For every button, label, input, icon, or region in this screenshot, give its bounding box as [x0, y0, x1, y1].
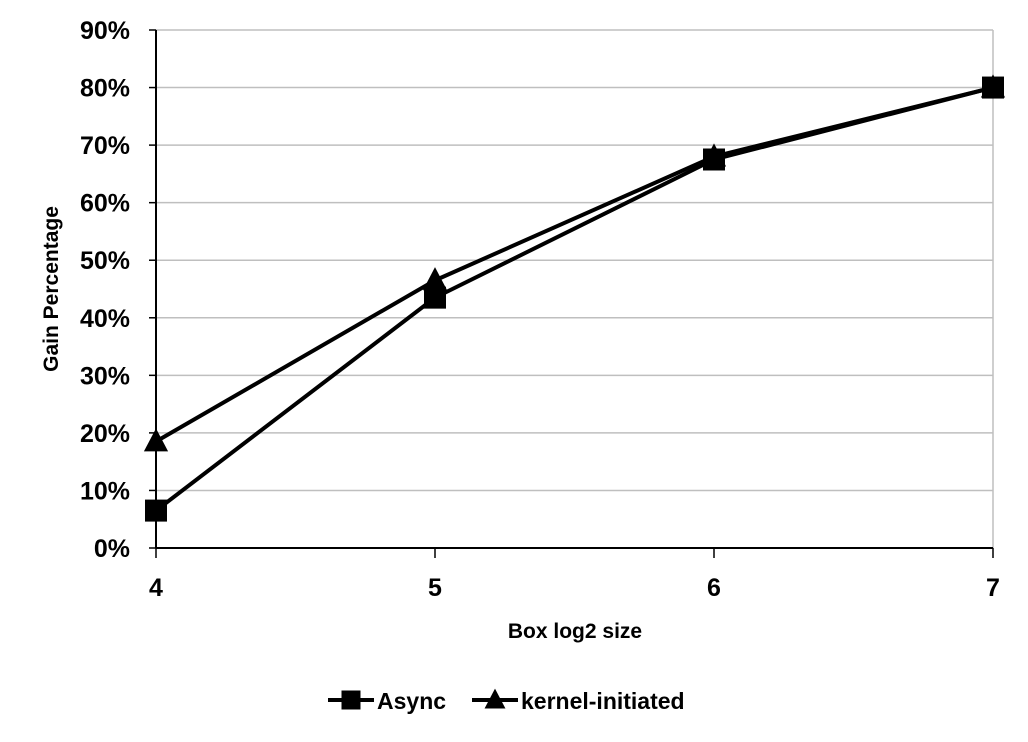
- legend-item-kernel-initiated: kernel-initiated: [472, 688, 685, 714]
- triangle-marker: [422, 267, 448, 291]
- square-marker: [424, 286, 446, 309]
- y-axis-title: Gain Percentage: [40, 206, 63, 372]
- y-tick-label: 80%: [80, 75, 130, 103]
- x-tick-labels: 4 5 6 7: [149, 574, 1000, 602]
- x-axis-title: Box log2 size: [508, 620, 642, 643]
- x-tick-label: 6: [707, 574, 721, 602]
- series-async: [145, 76, 1004, 522]
- legend-item-async: Async: [328, 688, 446, 714]
- y-tick-label: 0%: [94, 535, 130, 563]
- y-tick-label: 70%: [80, 132, 130, 160]
- square-marker: [703, 148, 725, 171]
- legend-label: Async: [377, 688, 446, 714]
- series-layer: [143, 74, 1006, 522]
- series-kernel-initiated: [143, 74, 1006, 452]
- x-tick-label: 4: [149, 574, 163, 602]
- y-tick-labels: 0% 10% 20% 30% 40% 50% 60% 70% 80% 90%: [80, 17, 130, 563]
- y-tick-label: 30%: [80, 362, 130, 390]
- gridlines: [156, 29, 994, 548]
- y-tick-label: 90%: [80, 17, 130, 45]
- legend-square-icon: [341, 690, 361, 710]
- x-tick-label: 5: [428, 574, 442, 602]
- legend-label: kernel-initiated: [521, 688, 685, 714]
- legend-triangle-icon: [484, 688, 506, 709]
- square-marker: [145, 499, 167, 522]
- y-tick-label: 20%: [80, 420, 130, 448]
- square-marker: [982, 76, 1004, 99]
- legend: Async kernel-initiated: [328, 688, 685, 714]
- y-tick-label: 40%: [80, 305, 130, 333]
- series-line: [154, 85, 994, 444]
- x-tick-label: 7: [986, 574, 1000, 602]
- y-tick-label: 60%: [80, 190, 130, 218]
- axes: [149, 29, 994, 558]
- triangle-marker: [143, 428, 169, 452]
- y-tick-label: 50%: [80, 247, 130, 275]
- y-tick-label: 10%: [80, 477, 130, 505]
- series-line: [154, 85, 994, 513]
